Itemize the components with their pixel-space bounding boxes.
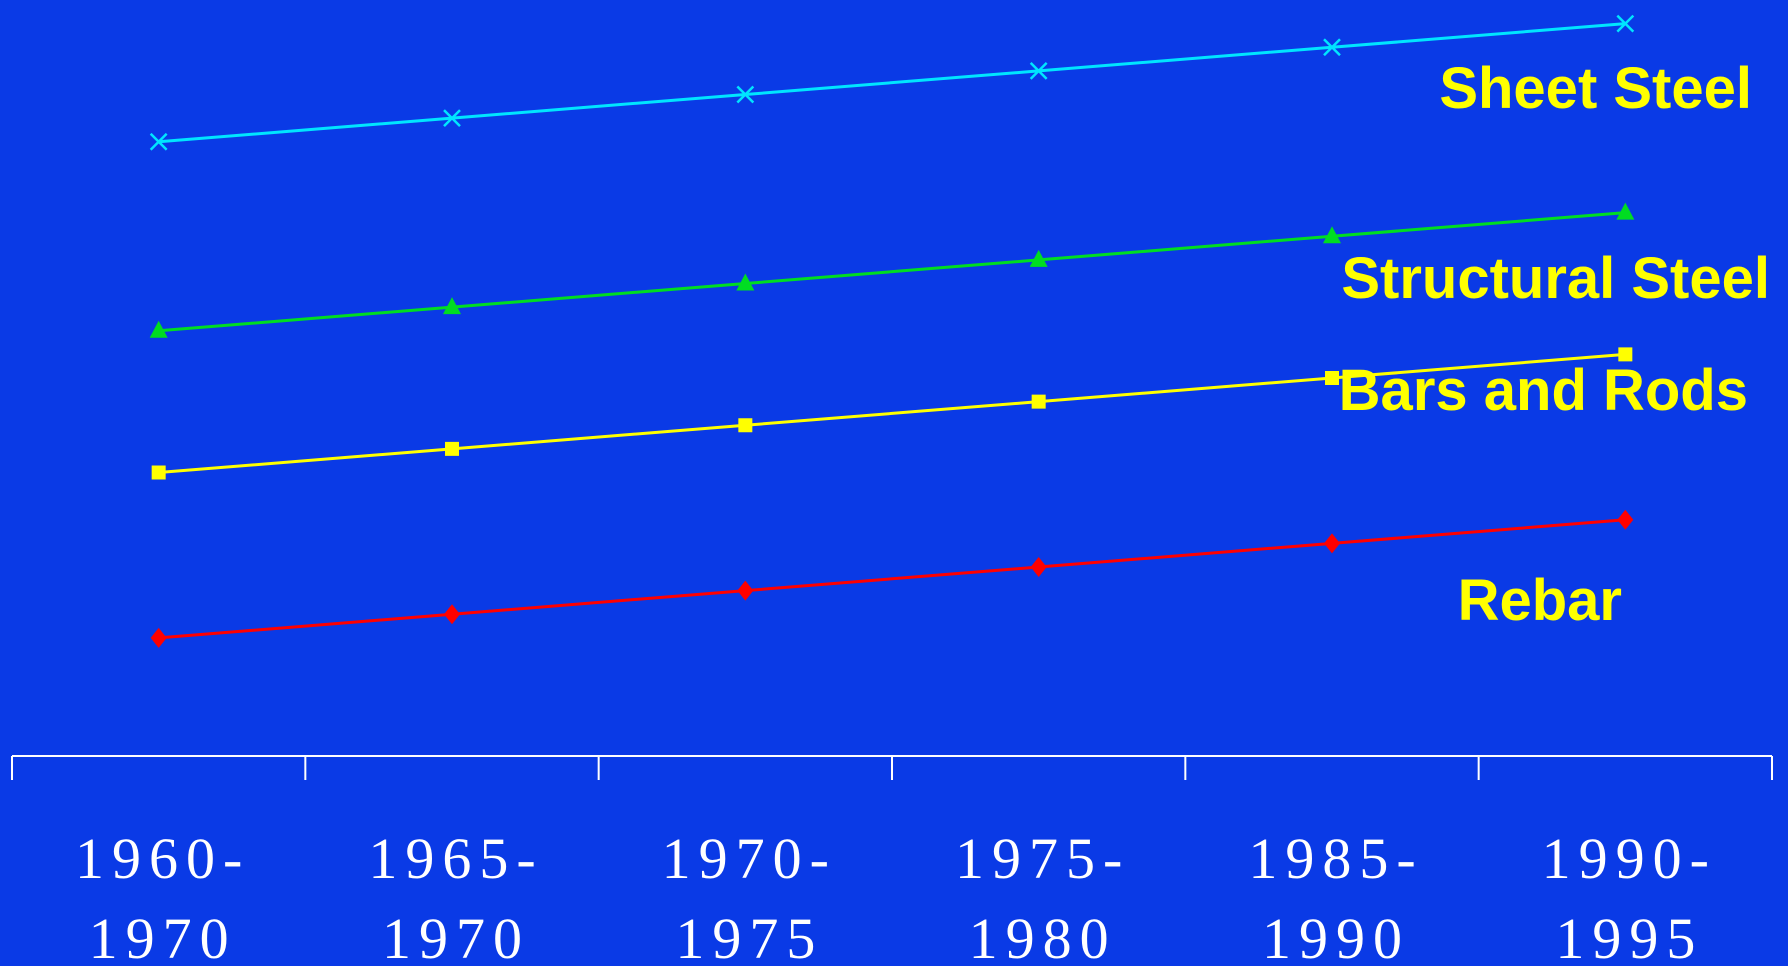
series-line [158, 22, 1626, 144]
data-point [736, 273, 755, 291]
series-label-rebar: Rebar [1458, 568, 1622, 633]
data-point [738, 418, 753, 433]
series-line [158, 518, 1626, 640]
x-axis [11, 755, 1773, 780]
x-tick-label: 1985- 1990 [1248, 826, 1423, 966]
x-tick-label: 1965- 1970 [368, 826, 543, 966]
data-point [1030, 557, 1047, 577]
data-point [445, 441, 459, 456]
x-tick-label-line: 1995 [1555, 906, 1703, 966]
data-point [1324, 533, 1340, 554]
series-bars-and-rods [151, 347, 1633, 480]
series-label-bars-and-rods: Bars and Rods [1339, 358, 1748, 423]
data-point [1323, 226, 1341, 244]
data-point [149, 132, 168, 151]
data-point [1029, 249, 1048, 267]
x-tick-label-line: 1960- [75, 826, 250, 891]
series-layer [149, 14, 1635, 648]
data-point [150, 627, 167, 648]
data-point [1616, 202, 1635, 220]
x-tick-label-line: 1975 [675, 906, 823, 966]
data-point [736, 85, 755, 104]
series-sheet-steel [149, 14, 1635, 151]
data-point [1323, 38, 1341, 57]
x-tick-label-line: 1970 [382, 906, 530, 966]
data-point [443, 109, 461, 128]
series-labels: Sheet Steel Structural Steel Bars and Ro… [1339, 56, 1770, 633]
data-point [443, 297, 461, 315]
series-label-sheet-steel: Sheet Steel [1439, 56, 1752, 121]
data-point [1031, 394, 1046, 409]
data-point [149, 320, 168, 338]
x-tick-label-line: 1970- [662, 826, 837, 891]
data-point [1029, 61, 1048, 80]
x-tick-label-line: 1980 [969, 906, 1117, 966]
data-point [1325, 371, 1339, 385]
series-rebar [150, 509, 1634, 648]
x-tick-label-line: 1990 [1262, 906, 1410, 966]
x-tick-label-line: 1975- [955, 826, 1130, 891]
series-label-structural-steel: Structural Steel [1341, 246, 1770, 311]
x-tick-label-line: 1990- [1542, 826, 1717, 891]
data-point [1617, 509, 1634, 530]
x-tick-label-line: 1970 [89, 906, 237, 966]
x-tick-label: 1990- 1995 [1542, 826, 1717, 966]
x-tick-label: 1970- 1975 [662, 826, 837, 966]
series-line [158, 352, 1626, 474]
x-tick-labels: 1960- 1970 1965- 1970 1970- 1975 1975- 1980 1985… [75, 826, 1717, 966]
x-tick-label-line: 1965- [368, 826, 543, 891]
data-point [737, 580, 754, 601]
x-tick-label: 1960- 1970 [75, 826, 250, 966]
x-tick-label-line: 1985- [1248, 826, 1423, 891]
data-point [151, 465, 166, 480]
series-structural-steel [149, 202, 1635, 338]
data-point [1616, 14, 1635, 33]
data-point [1618, 347, 1633, 362]
data-point [444, 604, 460, 625]
series-line [158, 211, 1626, 333]
x-tick-label: 1975- 1980 [955, 826, 1130, 966]
